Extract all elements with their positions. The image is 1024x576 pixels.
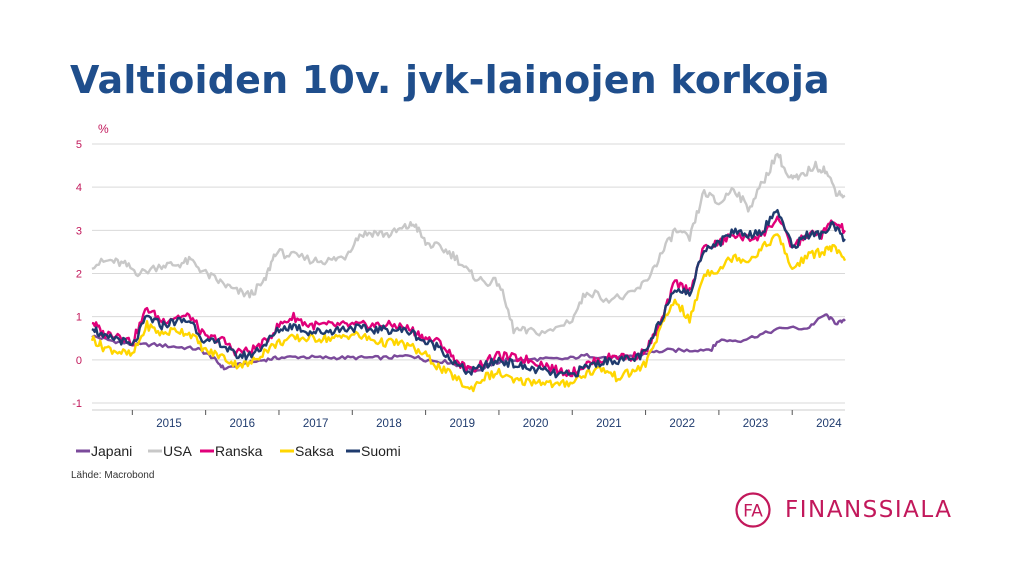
y-tick-label: 3 <box>76 225 82 237</box>
y-tick-label: 5 <box>76 139 82 151</box>
x-axis: 2015 2016 2017 2018 2019 2020 2021 2022 2023 2024 <box>92 409 845 430</box>
series-lines <box>90 152 847 393</box>
x-tick-label: 2017 <box>303 418 329 430</box>
x-tick-label: 2024 <box>816 418 842 430</box>
y-tick-label: 1 <box>76 312 82 324</box>
x-tick-label: 2023 <box>743 418 769 430</box>
y-axis-labels: 5 4 3 2 1 0 -1 <box>72 139 82 410</box>
series-line-saksa <box>90 233 847 393</box>
source-note: Lähde: Macrobond <box>71 470 155 481</box>
series-line-ranska <box>91 215 847 378</box>
legend-label: Ranska <box>215 443 263 459</box>
logo-wordmark: FINANSSIALA <box>785 497 953 523</box>
svg-text:FA: FA <box>743 502 763 522</box>
x-tick-label: 2020 <box>523 418 549 430</box>
series-line-suomi <box>91 208 846 379</box>
legend-label: Saksa <box>295 443 334 459</box>
x-tick-label: 2016 <box>230 418 256 430</box>
y-tick-label: -1 <box>72 398 82 410</box>
x-tick-label: 2021 <box>596 418 622 430</box>
series-line-japani <box>91 313 846 373</box>
grid-lines <box>92 143 845 404</box>
y-tick-label: 2 <box>76 269 82 281</box>
series-line-usa <box>91 152 846 337</box>
y-tick-label: 4 <box>76 182 82 194</box>
x-tick-label: 2018 <box>376 418 402 430</box>
y-axis-unit-label: % <box>98 122 109 136</box>
legend: Japani USA Ranska Saksa Suomi <box>76 443 401 459</box>
x-tick-label: 2015 <box>156 418 182 430</box>
fa-monogram-icon: FA <box>735 492 771 528</box>
x-tick-label: 2019 <box>449 418 475 430</box>
y-tick-label: 0 <box>76 355 82 367</box>
legend-label: Suomi <box>361 443 401 459</box>
x-tick-label: 2022 <box>669 418 695 430</box>
page-title: Valtioiden 10v. jvk-lainojen korkoja <box>70 58 830 102</box>
legend-label: Japani <box>91 443 132 459</box>
legend-label: USA <box>163 443 192 459</box>
finanssiala-logo: FA FINANSSIALA <box>733 490 983 530</box>
